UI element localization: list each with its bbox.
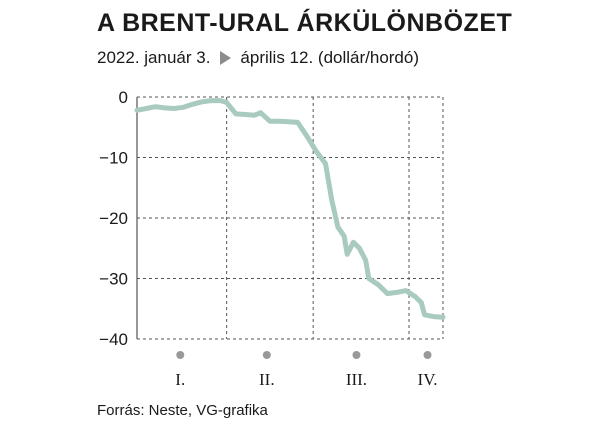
x-tick-label: II. [259,370,275,389]
chart-title: A BRENT-URAL ÁRKÜLÖNBÖZET [97,9,513,37]
arrow-right-icon [220,51,232,65]
y-tick-label: −40 [99,330,128,349]
x-tick-label: IV. [418,370,438,389]
series-line-layer [134,98,446,320]
x-tick-label: I. [175,370,185,389]
source-note: Forrás: Neste, VG-grafika [97,402,268,419]
grid [136,96,444,340]
subtitle-start-date: 2022. január 3. [97,48,211,67]
month-marker-dot [423,351,432,359]
y-tick-label: −20 [99,209,128,228]
x-axis-markers: I. II. III. IV. [175,351,438,389]
y-tick-label: −10 [99,149,128,168]
x-tick-label: III. [346,370,367,389]
month-marker-dot [262,351,271,359]
month-marker-dot [176,351,185,359]
series-line [134,98,446,320]
y-tick-label: −30 [99,270,128,289]
y-tick-label: 0 [119,88,128,107]
subtitle-end-date-and-unit: április 12. (dollár/hordó) [240,48,420,67]
chart-subtitle: 2022. január 3. április 12. (dollár/hord… [97,48,419,68]
y-axis-ticks: 0 −10 −20 −30 −40 [99,88,128,349]
month-marker-dot [352,351,361,359]
